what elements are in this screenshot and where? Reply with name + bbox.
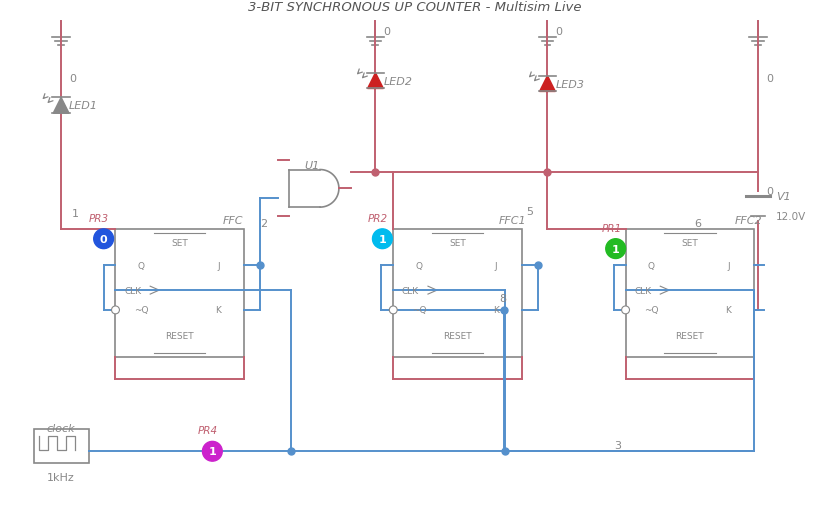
Text: 2: 2 <box>260 218 267 229</box>
Polygon shape <box>53 98 69 114</box>
Circle shape <box>606 239 626 259</box>
Text: SET: SET <box>171 239 188 248</box>
Text: LED1: LED1 <box>69 101 98 111</box>
Circle shape <box>94 230 114 249</box>
Bar <box>393 230 522 358</box>
Polygon shape <box>539 76 555 92</box>
Text: LED2: LED2 <box>383 76 412 87</box>
Text: U1: U1 <box>304 160 320 171</box>
Text: 12.0V: 12.0V <box>776 212 806 221</box>
Text: Q: Q <box>416 262 422 270</box>
Circle shape <box>389 306 397 314</box>
Text: RESET: RESET <box>676 331 704 341</box>
Text: CLK: CLK <box>402 286 419 295</box>
Text: 1: 1 <box>378 234 386 244</box>
Circle shape <box>111 306 120 314</box>
Text: FFC2: FFC2 <box>735 215 762 225</box>
Text: 1kHz: 1kHz <box>47 472 75 482</box>
Text: Q: Q <box>138 262 145 270</box>
Text: CLK: CLK <box>124 286 141 295</box>
Text: SET: SET <box>681 239 698 248</box>
Text: 3-BIT SYNCHRONOUS UP COUNTER - Multisim Live: 3-BIT SYNCHRONOUS UP COUNTER - Multisim … <box>248 1 582 13</box>
Text: Q: Q <box>647 262 655 270</box>
Text: 3: 3 <box>614 440 621 450</box>
Circle shape <box>372 230 392 249</box>
Text: K: K <box>725 306 731 315</box>
Text: 5: 5 <box>526 207 533 217</box>
Polygon shape <box>367 73 383 89</box>
Text: 0: 0 <box>555 27 563 37</box>
Text: 0: 0 <box>766 73 773 83</box>
Text: J: J <box>217 262 219 270</box>
Text: 0: 0 <box>100 234 107 244</box>
Bar <box>626 230 754 358</box>
Text: 1: 1 <box>72 209 79 218</box>
Text: ~Q: ~Q <box>411 306 426 315</box>
Text: 1: 1 <box>612 244 620 254</box>
Text: 0: 0 <box>766 187 773 197</box>
Text: FFC: FFC <box>222 215 243 225</box>
Text: RESET: RESET <box>165 331 194 341</box>
Text: FFC1: FFC1 <box>499 215 527 225</box>
Text: ~Q: ~Q <box>134 306 149 315</box>
Bar <box>116 230 244 358</box>
Circle shape <box>622 306 630 314</box>
Text: K: K <box>215 306 221 315</box>
Text: 8: 8 <box>499 294 506 303</box>
Text: 6: 6 <box>694 218 701 229</box>
Text: PR2: PR2 <box>367 213 388 223</box>
Text: V1: V1 <box>776 192 790 202</box>
Text: PR1: PR1 <box>602 223 622 233</box>
Text: 0: 0 <box>69 73 76 83</box>
Text: PR4: PR4 <box>198 426 218 436</box>
Text: CLK: CLK <box>634 286 652 295</box>
Bar <box>34 429 89 463</box>
Text: 1: 1 <box>209 446 216 457</box>
Text: ~Q: ~Q <box>644 306 658 315</box>
Circle shape <box>203 441 222 461</box>
Text: RESET: RESET <box>443 331 472 341</box>
Text: LED3: LED3 <box>555 79 584 90</box>
Text: clock: clock <box>47 423 76 433</box>
Text: SET: SET <box>449 239 466 248</box>
Text: J: J <box>727 262 730 270</box>
Text: PR3: PR3 <box>89 213 109 223</box>
Text: K: K <box>493 306 499 315</box>
Text: 0: 0 <box>383 27 391 37</box>
Text: J: J <box>494 262 498 270</box>
